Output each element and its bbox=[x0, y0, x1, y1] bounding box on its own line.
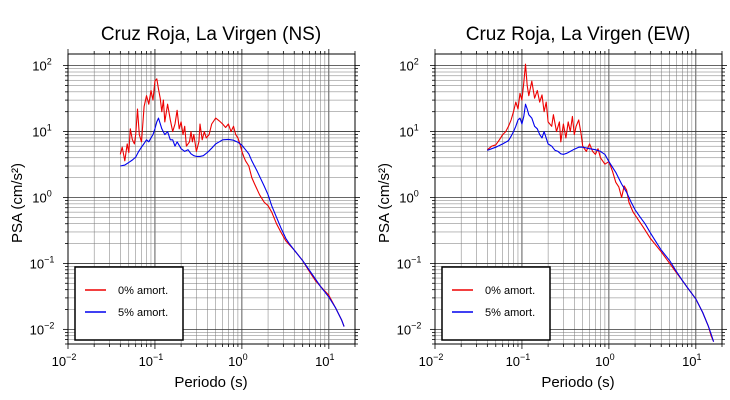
x-tick-label: 101 bbox=[682, 352, 701, 369]
series-line-damped-5pct bbox=[120, 117, 345, 327]
x-tick-label: 10−2 bbox=[52, 352, 77, 369]
x-tick-label: 100 bbox=[595, 352, 614, 369]
grid bbox=[67, 54, 356, 345]
plot-frame bbox=[434, 53, 723, 345]
series-lines bbox=[486, 63, 715, 342]
legend-box bbox=[441, 266, 551, 341]
legend-label-1: 5% amort. bbox=[485, 307, 535, 319]
y-tick-label: 101 bbox=[399, 123, 418, 140]
chart-title: Cruz Roja, La Virgen (EW) bbox=[466, 24, 691, 45]
legend-box bbox=[74, 266, 184, 341]
x-tick-label: 10−1 bbox=[506, 352, 531, 369]
legend-label-1: 5% amort. bbox=[118, 307, 168, 319]
series-line-undamped bbox=[119, 78, 345, 327]
y-tick-label: 10−2 bbox=[397, 320, 422, 337]
legend-label-0: 0% amort. bbox=[118, 285, 168, 297]
legend: 0% amort. 5% amort. bbox=[74, 266, 184, 341]
x-axis-label: Periodo (s) bbox=[174, 374, 247, 391]
y-axis-label: PSA (cm/s²) bbox=[9, 163, 26, 243]
x-tick-label: 100 bbox=[228, 352, 247, 369]
y-tick-label: 100 bbox=[32, 188, 51, 205]
x-tick-label: 101 bbox=[315, 352, 334, 369]
chart-ew: Cruz Roja, La Virgen (EW) Periodo (s) PS… bbox=[376, 24, 727, 391]
chart-title: Cruz Roja, La Virgen (NS) bbox=[101, 24, 321, 45]
x-tick-label: 10−2 bbox=[419, 352, 444, 369]
y-tick-label: 10−1 bbox=[397, 254, 422, 271]
grid bbox=[434, 54, 723, 345]
x-axis-label: Periodo (s) bbox=[541, 374, 614, 391]
chart-ns: Cruz Roja, La Virgen (NS) Periodo (s) PS… bbox=[9, 24, 360, 391]
y-tick-label: 10−1 bbox=[30, 254, 55, 271]
y-axis-label: PSA (cm/s²) bbox=[376, 163, 393, 243]
y-tick-label: 102 bbox=[32, 57, 51, 74]
series-lines bbox=[119, 78, 345, 327]
legend: 0% amort. 5% amort. bbox=[441, 266, 551, 341]
y-tick-label: 10−2 bbox=[30, 320, 55, 337]
y-tick-label: 100 bbox=[399, 188, 418, 205]
legend-label-0: 0% amort. bbox=[485, 285, 535, 297]
plot-frame bbox=[67, 53, 356, 345]
axis-ticks: 10−2 10−1 100 101 10−2 10−1 100 101 102 bbox=[30, 49, 360, 369]
series-line-undamped bbox=[486, 63, 715, 342]
y-tick-label: 101 bbox=[32, 123, 51, 140]
axis-ticks: 10−2 10−1 100 101 10−2 10−1 100 101 102 bbox=[397, 49, 727, 369]
x-tick-label: 10−1 bbox=[139, 352, 164, 369]
series-line-damped-5pct bbox=[487, 103, 715, 342]
y-tick-label: 102 bbox=[399, 57, 418, 74]
